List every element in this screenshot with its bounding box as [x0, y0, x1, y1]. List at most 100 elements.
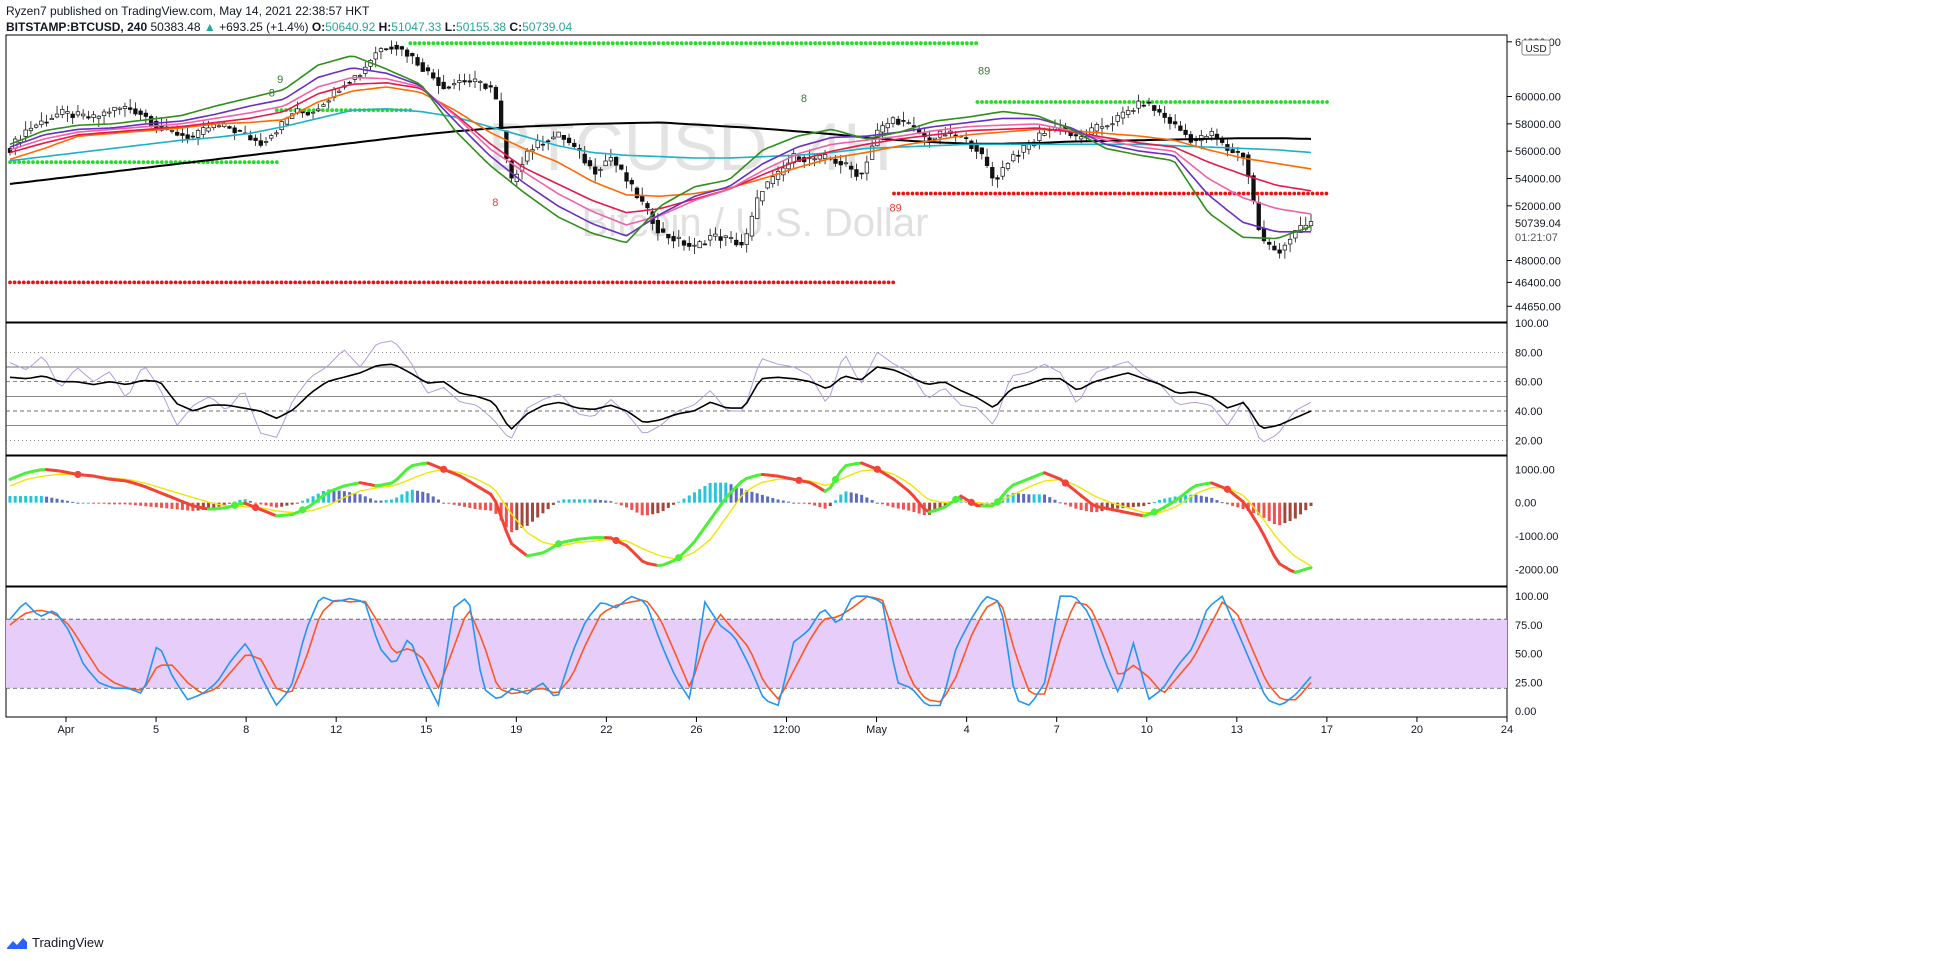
- low-label: L:: [444, 20, 457, 34]
- candle-up: [843, 162, 849, 165]
- level-dot: [993, 100, 998, 104]
- pane-frame: [5, 455, 1508, 587]
- macd-histogram-bar: [745, 490, 749, 503]
- level-dot: [541, 280, 546, 285]
- macd-histogram-bar: [92, 502, 96, 504]
- macd-histogram-bar: [301, 500, 305, 503]
- level-dot: [413, 41, 417, 46]
- level-dot: [546, 41, 551, 46]
- candle-down: [488, 85, 493, 88]
- macd-histogram-bar: [1142, 502, 1146, 507]
- macd-histogram-bar: [760, 494, 764, 503]
- candle-down: [911, 125, 917, 128]
- macd-cross-dot: [298, 506, 307, 514]
- level-dot: [136, 280, 141, 285]
- level-dot: [274, 160, 279, 165]
- candle-down: [540, 143, 546, 146]
- candle-down: [984, 156, 990, 166]
- macd-histogram-bar: [1116, 502, 1120, 509]
- macd-histogram-bar: [1011, 492, 1015, 503]
- level-dot: [334, 108, 339, 113]
- candle-down: [1256, 201, 1261, 230]
- level-dot: [905, 41, 910, 46]
- level-dot: [975, 100, 980, 104]
- candle-down: [1178, 125, 1183, 131]
- level-dot: [946, 41, 951, 46]
- macd-histogram-bar: [76, 502, 80, 504]
- level-dot: [233, 160, 238, 165]
- level-dot: [666, 41, 670, 46]
- level-dot: [468, 41, 473, 46]
- level-dot: [311, 108, 316, 113]
- level-dot: [72, 280, 77, 285]
- candle-down: [133, 108, 138, 115]
- level-dot: [1067, 100, 1072, 104]
- time-axis-label: 20: [1411, 724, 1423, 736]
- level-dot: [228, 160, 233, 165]
- level-dot: [767, 41, 772, 46]
- level-dot: [776, 41, 781, 46]
- candle-up: [1125, 110, 1131, 115]
- level-dot: [1053, 191, 1057, 196]
- candle-down: [1277, 249, 1282, 254]
- macd-histogram-bar: [510, 502, 514, 533]
- level-dot: [923, 41, 928, 46]
- level-dot: [735, 41, 739, 46]
- level-dot: [1218, 191, 1223, 196]
- level-dot: [224, 280, 229, 285]
- macd-histogram-bar: [274, 502, 278, 508]
- level-dot: [1076, 191, 1080, 196]
- candle-down: [1141, 104, 1146, 107]
- candle-up: [326, 100, 331, 103]
- macd-histogram-bar: [515, 502, 519, 531]
- macd-histogram-bar: [34, 496, 38, 503]
- symbol-label[interactable]: BITSTAMP:BTCUSD, 240: [6, 20, 148, 34]
- level-dot: [334, 280, 339, 285]
- tradingview-branding[interactable]: TradingView: [6, 935, 104, 950]
- level-dot: [440, 41, 445, 46]
- level-dot: [624, 280, 629, 285]
- level-dot: [1173, 100, 1178, 104]
- level-dot: [1085, 100, 1090, 104]
- level-dot: [35, 280, 40, 285]
- candle-down: [718, 236, 723, 241]
- level-dot: [481, 280, 486, 285]
- level-dot: [1016, 191, 1021, 196]
- level-dot: [54, 280, 58, 285]
- candle-up: [373, 52, 378, 60]
- macd-cross-dot: [993, 498, 1002, 506]
- macd-histogram-bar: [792, 502, 796, 504]
- candle-down: [44, 121, 49, 124]
- level-dot: [813, 41, 818, 46]
- candle-down: [666, 233, 671, 239]
- macd-histogram-bar: [264, 502, 268, 506]
- level-dot: [509, 41, 514, 46]
- macd-histogram-bar: [1110, 502, 1114, 510]
- level-dot: [661, 280, 666, 285]
- macd-histogram-bar: [45, 496, 49, 503]
- level-dot: [914, 41, 919, 46]
- macd-histogram-bar: [139, 502, 143, 506]
- level-dot: [458, 280, 463, 285]
- candle-down: [86, 116, 91, 119]
- macd-cross-dot: [831, 475, 840, 484]
- macd-line-segment: [1241, 500, 1250, 511]
- level-dot: [1131, 100, 1136, 104]
- macd-histogram-bar: [311, 496, 315, 503]
- level-dot: [928, 41, 933, 46]
- level-dot: [251, 160, 256, 165]
- macd-histogram-bar: [912, 502, 916, 512]
- time-axis-label: 12:00: [773, 724, 801, 736]
- level-dot: [445, 280, 449, 285]
- macd-histogram-bar: [666, 502, 670, 508]
- level-dot: [702, 41, 707, 46]
- candle-down: [1235, 151, 1241, 153]
- stoch-axis-label: 0.00: [1515, 706, 1536, 718]
- macd-axis-label: -2000.00: [1515, 564, 1558, 576]
- candle-down: [237, 130, 243, 132]
- level-dot: [224, 160, 229, 165]
- macd-histogram-bar: [374, 500, 378, 503]
- level-dot: [1191, 191, 1195, 196]
- candle-up: [1282, 244, 1288, 251]
